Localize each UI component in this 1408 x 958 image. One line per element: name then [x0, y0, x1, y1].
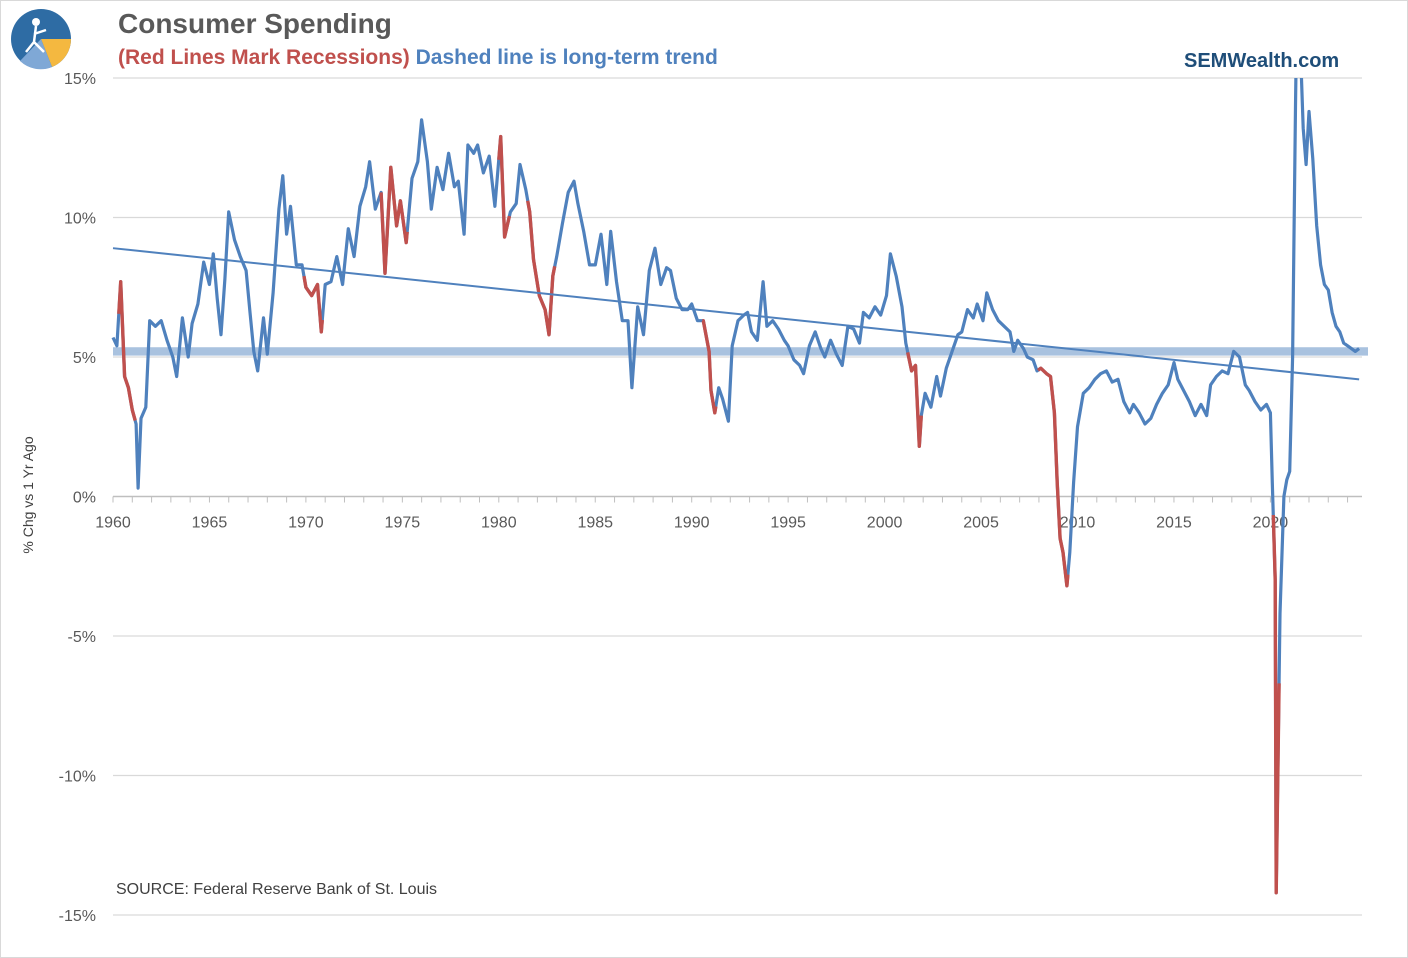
y-tick-label: -15%: [59, 908, 96, 925]
series-lines: [111, 78, 1361, 895]
consumer-spending-line: [111, 78, 1361, 895]
x-tick-label: 2015: [1156, 515, 1192, 532]
x-tick-label: 1965: [192, 515, 228, 532]
trend-line: [112, 247, 1360, 381]
recession-segment: [701, 319, 718, 415]
x-axis: [112, 495, 1362, 503]
y-tick-label: -10%: [59, 769, 96, 786]
x-tick-label: 2010: [1060, 515, 1096, 532]
average-band: [113, 347, 1368, 356]
recession-segment: [526, 200, 557, 337]
y-tick-label: 5%: [73, 350, 96, 367]
x-tick-labels: 1960 1965 1970 1975 1980 1985 1990 1995 2000 2005…: [95, 515, 1288, 532]
recession-segment: [117, 280, 137, 421]
y-tick-label: 10%: [64, 211, 96, 228]
x-tick-label: 1970: [288, 515, 324, 532]
trend-line-group: [112, 247, 1360, 381]
average-band-rect: [113, 347, 1368, 356]
recession-segment: [497, 134, 512, 239]
recession-segment: [1271, 515, 1281, 895]
recession-segment: [379, 165, 409, 275]
recession-segment: [1036, 366, 1070, 588]
recession-segment: [302, 275, 324, 334]
x-tick-label: 1990: [674, 515, 710, 532]
source-note: SOURCE: Federal Reserve Bank of St. Loui…: [116, 881, 438, 898]
brand-link[interactable]: SEMWealth.com: [1184, 50, 1340, 72]
x-tick-label: 1985: [577, 515, 613, 532]
x-tick-label: 2000: [867, 515, 903, 532]
subtitle-recessions: (Red Lines Mark Recessions): [118, 46, 410, 69]
x-tick-label: 1980: [481, 515, 517, 532]
x-tick-label: 1960: [95, 515, 131, 532]
x-tick-label: 2005: [963, 515, 999, 532]
y-tick-labels: 15% 10% 5% 0% -5% -10% -15%: [59, 71, 96, 925]
subtitle-trend: Dashed line is long-term trend: [415, 46, 718, 69]
x-tick-label: 2020: [1253, 515, 1289, 532]
grid-lines: [113, 77, 1362, 916]
y-tick-label: 0%: [73, 490, 96, 507]
x-tick-label: 1995: [770, 515, 806, 532]
chart-subtitle: (Red Lines Mark Recessions) Dashed line …: [118, 46, 718, 70]
y-tick-label: 15%: [64, 71, 96, 88]
sem-logo-icon: [10, 8, 72, 70]
x-tick-label: 1975: [385, 515, 421, 532]
recession-segment: [906, 352, 923, 448]
chart-title: Consumer Spending: [118, 8, 392, 39]
y-tick-label: -5%: [68, 629, 96, 646]
